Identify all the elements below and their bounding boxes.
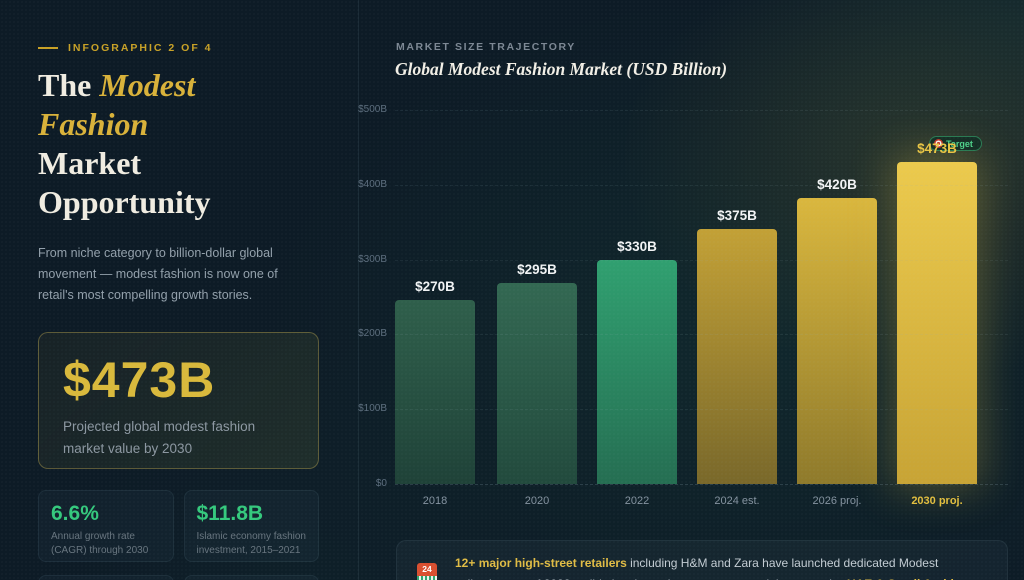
hero-stat-description: Projected global modest fashion market v… bbox=[63, 419, 256, 456]
y-axis-tick: $200B bbox=[358, 328, 387, 339]
stat-card-row-clipped bbox=[38, 575, 319, 580]
gridline bbox=[395, 185, 1008, 186]
hero-stat-card: $473B Projected global modest fashion ma… bbox=[38, 332, 319, 469]
y-axis-tick: $0 bbox=[375, 478, 387, 489]
page-title: The Modest Fashion Market Opportunity bbox=[38, 66, 328, 222]
x-axis-label: 2018 bbox=[422, 495, 448, 507]
x-axis-label: 2026 proj. bbox=[812, 495, 862, 507]
bar-column-2024-est: $375B 2024 est. bbox=[697, 110, 777, 507]
stat-card-cagr: 6.6% Annual growth rate (CAGR) through 2… bbox=[38, 490, 174, 562]
stat-description: Annual growth rate (CAGR) through 2030 bbox=[51, 531, 149, 556]
insight-highlight: 12+ major high-street retailers bbox=[455, 556, 627, 570]
insight-text: 12+ major high-street retailers includin… bbox=[455, 553, 987, 580]
y-axis-tick: $100B bbox=[358, 403, 387, 414]
hero-stat-value: $473B bbox=[63, 352, 216, 408]
chart-kicker: MARKET SIZE TRAJECTORY bbox=[396, 41, 576, 53]
stat-value: 6.6% bbox=[51, 502, 99, 525]
bar-value-label: $330B bbox=[617, 239, 657, 254]
calendar-icon: 24 bbox=[417, 563, 437, 580]
stat-card-investment: $11.8B Islamic economy fashion investmen… bbox=[183, 490, 319, 562]
bar-column-2022: $330B 2022 bbox=[597, 110, 677, 507]
stat-card-row: 6.6% Annual growth rate (CAGR) through 2… bbox=[38, 490, 319, 562]
panel-divider bbox=[358, 0, 359, 580]
target-badge: Target bbox=[929, 136, 982, 151]
gridline bbox=[395, 484, 1008, 485]
bar-2018 bbox=[395, 300, 475, 484]
insight-body: including H&M and Zara have launched ded… bbox=[455, 556, 939, 580]
bar-chart: $500B $400B $300B $200B $100B $0 $270B 2018 $295… bbox=[358, 104, 1008, 507]
bar-2026-proj bbox=[797, 198, 877, 484]
kicker-label: INFOGRAPHIC 2 OF 4 bbox=[68, 42, 213, 54]
bar-2024-est bbox=[697, 229, 777, 484]
title-word: Market bbox=[38, 145, 142, 181]
gridline bbox=[395, 409, 1008, 410]
bar-2022 bbox=[597, 260, 677, 484]
x-axis-label: 2022 bbox=[624, 495, 650, 507]
y-axis-tick: $300B bbox=[358, 254, 387, 265]
bar-column-2018: $270B 2018 bbox=[395, 110, 475, 507]
bar-2020 bbox=[497, 283, 577, 484]
intro-paragraph: From niche category to billion-dollar gl… bbox=[38, 246, 278, 302]
calendar-day: 24 bbox=[417, 563, 437, 576]
title-word: Opportunity bbox=[38, 184, 211, 220]
gridline bbox=[395, 334, 1008, 335]
target-icon bbox=[934, 139, 943, 148]
title-word: The bbox=[38, 67, 92, 103]
bar-column-2020: $295B 2020 bbox=[497, 110, 577, 507]
bar-value-label: $270B bbox=[415, 279, 455, 294]
stat-value: $11.8B bbox=[196, 502, 264, 525]
bar-value-label: $420B bbox=[817, 177, 857, 192]
title-word-accent: Fashion bbox=[38, 106, 149, 142]
bar-2030-proj bbox=[897, 162, 977, 484]
left-panel: INFOGRAPHIC 2 OF 4 The Modest Fashion Mark… bbox=[38, 0, 320, 580]
stat-description: Islamic economy fashion investment, 2015… bbox=[196, 531, 307, 556]
insight-highlight: UAE & Saudi Arabia bbox=[847, 577, 961, 580]
x-axis-label: 2020 bbox=[524, 495, 550, 507]
target-badge-label: Target bbox=[946, 138, 973, 149]
y-axis-tick: $500B bbox=[358, 104, 387, 115]
kicker-dash-icon bbox=[38, 47, 58, 49]
insight-banner: 24 12+ major high-street retailers inclu… bbox=[396, 540, 1008, 580]
stat-card-stub bbox=[183, 575, 319, 580]
bar-column-2026-proj: $420B 2026 proj. bbox=[797, 110, 877, 507]
bar-column-2030-proj: Target $473B 2030 proj. bbox=[897, 110, 982, 507]
calendar-stripes bbox=[417, 576, 437, 580]
kicker: INFOGRAPHIC 2 OF 4 bbox=[38, 42, 213, 54]
x-axis-label: 2030 proj. bbox=[911, 495, 963, 507]
gridline bbox=[395, 110, 1008, 111]
x-axis-label: 2024 est. bbox=[714, 495, 760, 507]
bar-value-label: $295B bbox=[517, 262, 557, 277]
title-word-accent: Modest bbox=[99, 67, 196, 103]
bar-value-label: $375B bbox=[717, 208, 757, 223]
bar-value-label: $473B bbox=[917, 141, 957, 156]
gridline bbox=[395, 260, 1008, 261]
stat-card-stub bbox=[38, 575, 174, 580]
y-axis-tick: $400B bbox=[358, 179, 387, 190]
chart-title: Global Modest Fashion Market (USD Billio… bbox=[395, 59, 728, 79]
